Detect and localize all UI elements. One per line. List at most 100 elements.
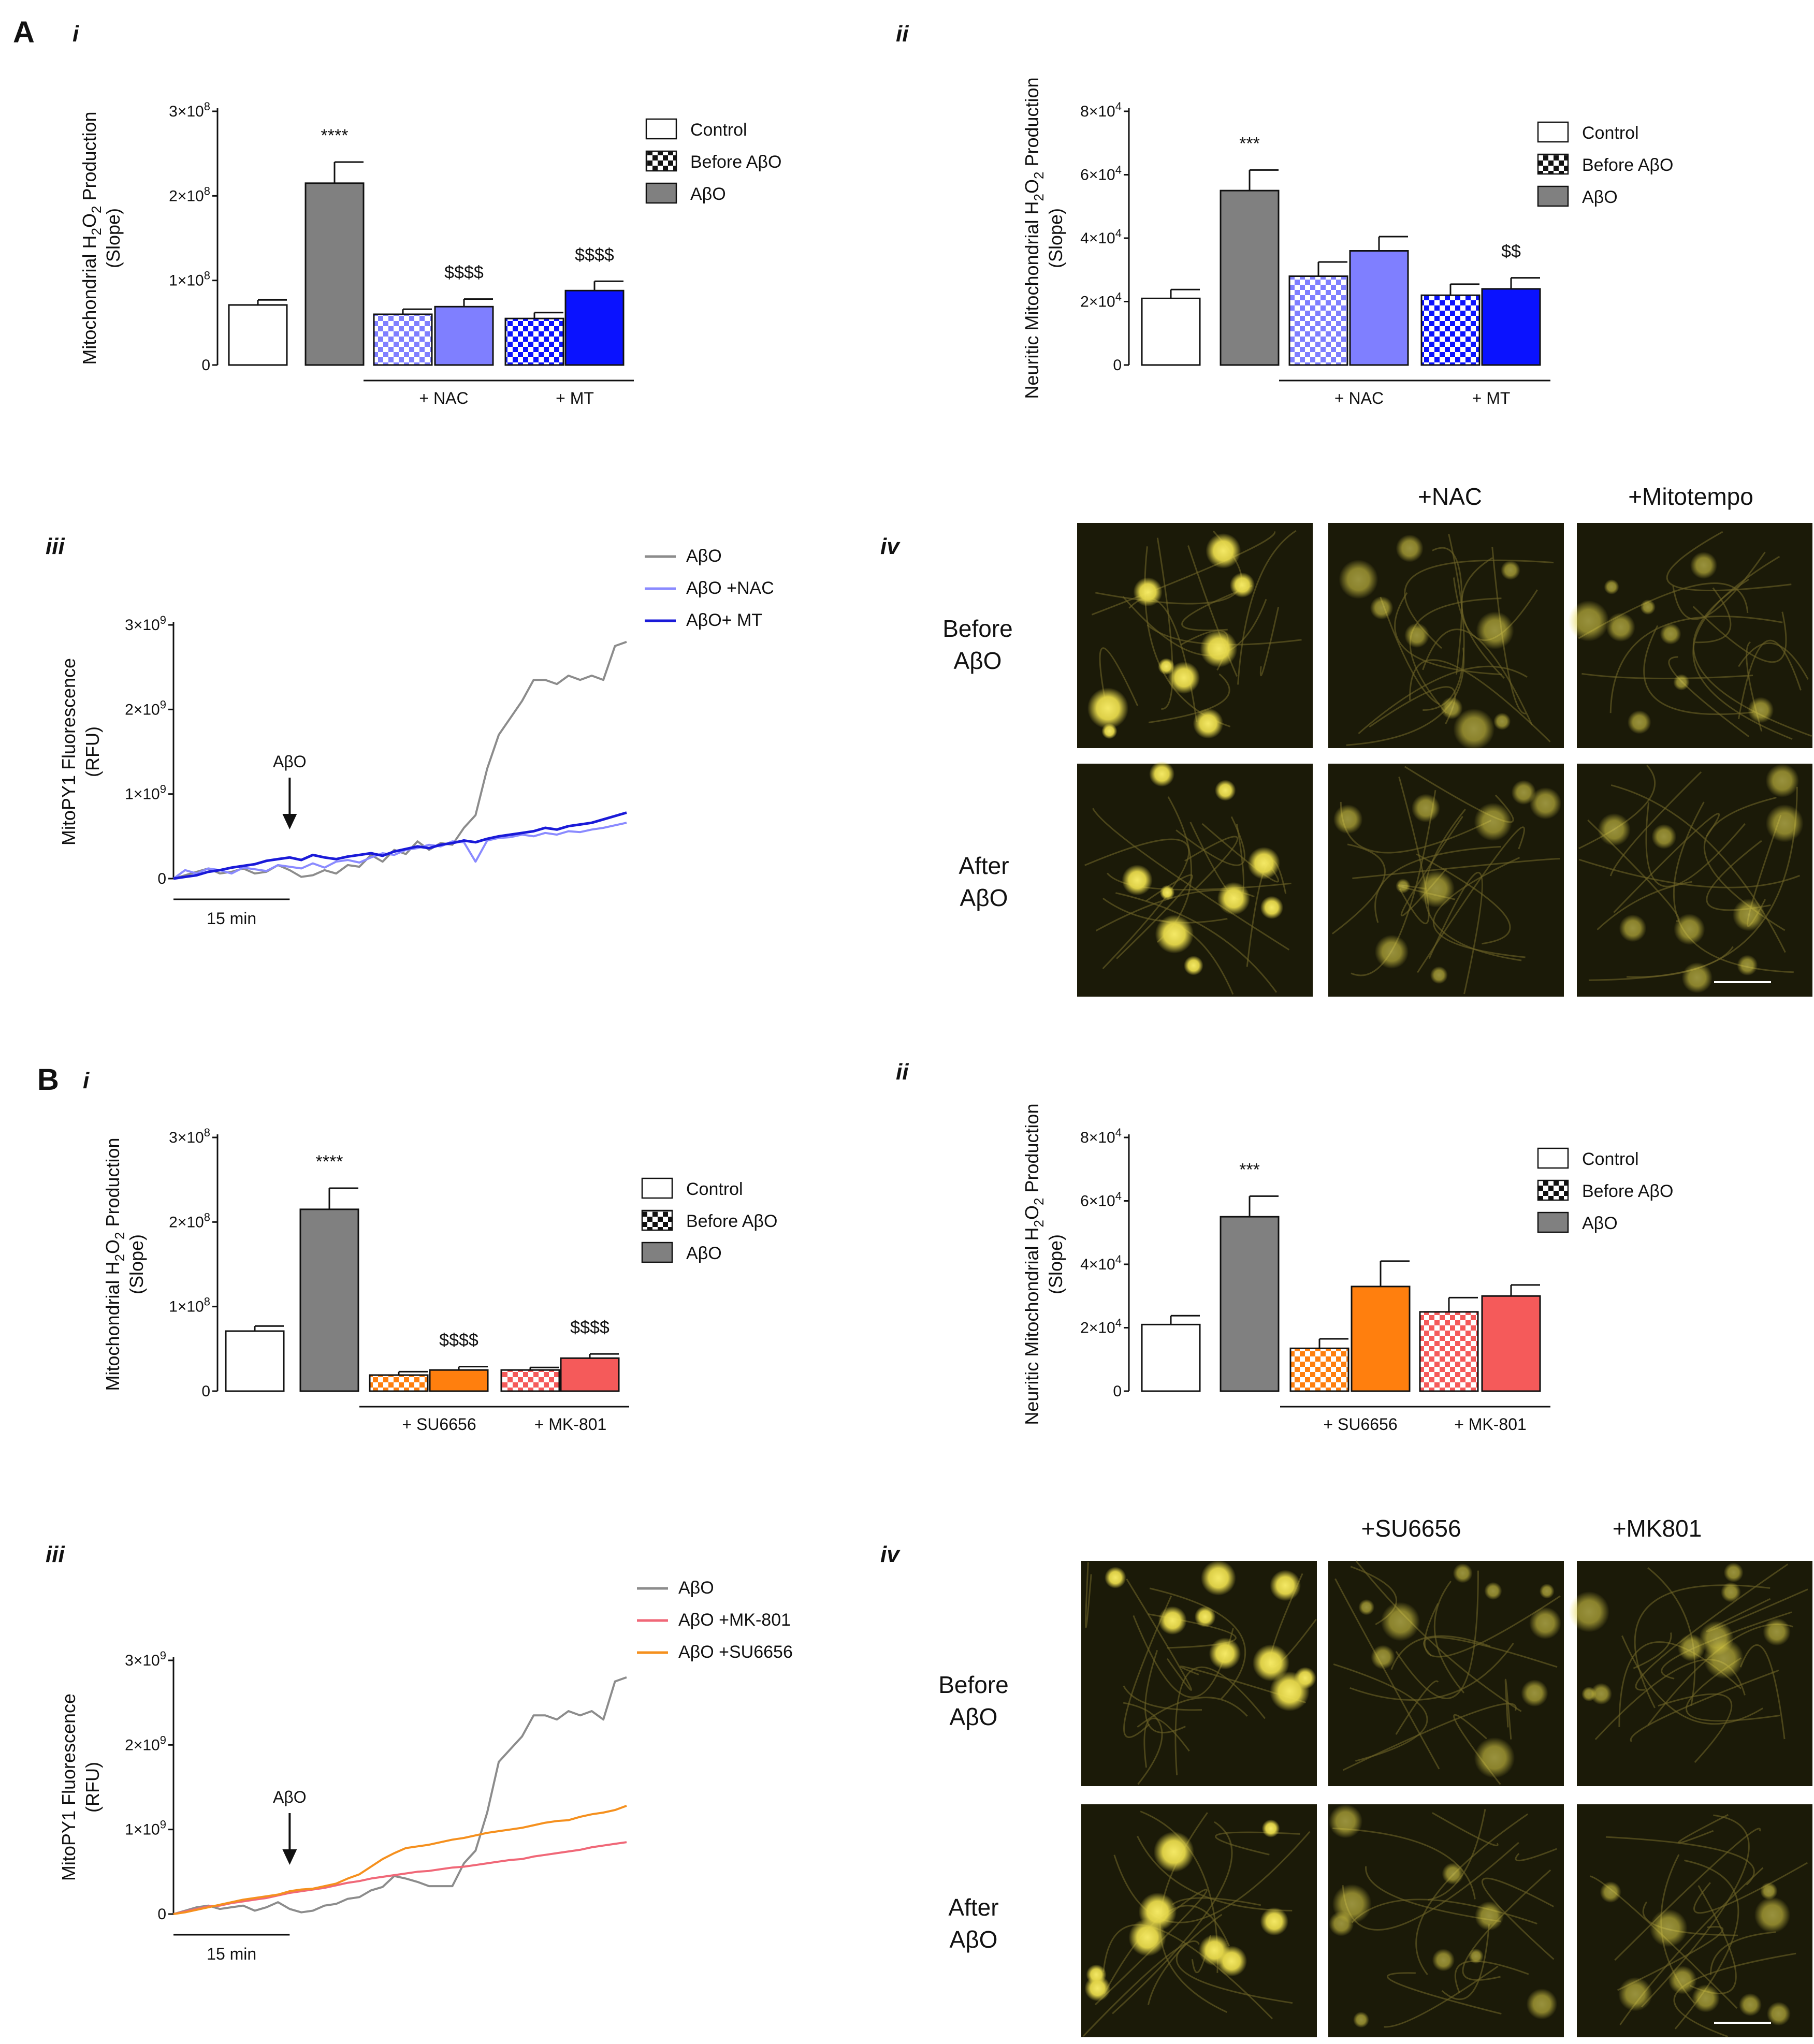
bar	[1481, 1295, 1541, 1392]
bar	[564, 289, 625, 366]
legend-label: Control	[1582, 1149, 1639, 1169]
neurite	[1461, 557, 1505, 679]
neurite	[1333, 1663, 1428, 1762]
y-tick-label-exp: 8	[204, 1126, 210, 1139]
micro-a-row-after-1: After	[959, 852, 1009, 879]
y-axis-label-line2: (Slope)	[103, 208, 124, 268]
legend-label: AβO	[686, 546, 722, 566]
y-tick-label: 6×104	[1080, 1190, 1122, 1210]
y-axis-label-sub2b: 2	[112, 1232, 127, 1239]
cell-soma	[1206, 533, 1241, 569]
neurite	[1491, 547, 1526, 714]
neurite	[1578, 858, 1801, 888]
cell-soma	[1396, 879, 1411, 894]
y-tick-label: 1×108	[169, 1295, 210, 1316]
y-tick-label: 3×109	[125, 1649, 166, 1669]
y-axis-label-line1: Neuritic Mitochondrial H2O2 Production	[1021, 1103, 1047, 1425]
cell-soma	[1649, 1909, 1688, 1947]
bar	[1481, 288, 1541, 366]
neurite	[1181, 585, 1253, 631]
neurite	[1710, 1931, 1776, 1975]
cell-soma	[1087, 688, 1129, 729]
y-axis-label-sub2: 2	[89, 228, 104, 235]
bar	[304, 182, 365, 366]
micro-a-row-before-2: AβO	[954, 647, 1002, 674]
neurite	[1423, 534, 1465, 711]
cell-soma	[1200, 630, 1238, 667]
micrograph-panel	[1081, 1560, 1317, 1786]
legend-label: Before AβO	[686, 1211, 777, 1231]
group-label: + MT	[556, 389, 594, 407]
y-tick-label-exp: 4	[1115, 227, 1122, 240]
neurite	[1424, 809, 1522, 961]
neurite	[1147, 1914, 1223, 2005]
cell-soma	[1328, 1804, 1363, 1838]
cell-soma	[1474, 1737, 1515, 1778]
neurite	[1112, 1821, 1233, 2014]
neurite	[1504, 1678, 1512, 1740]
neurite	[1395, 1680, 1439, 1735]
bar	[434, 305, 494, 366]
y-tick-label-exp: 9	[160, 783, 166, 796]
cell-soma	[1618, 1977, 1652, 2011]
cell-soma	[1371, 1645, 1396, 1670]
y-tick-label-exp: 4	[1115, 1253, 1122, 1266]
neurite	[1658, 1693, 1733, 1763]
y-tick-label-base: 2×10	[125, 701, 160, 718]
y-axis-label-sub2b: 2	[1031, 172, 1047, 179]
cell-soma	[1529, 1607, 1561, 1640]
cell-soma	[1720, 1582, 1741, 1602]
bar	[504, 317, 564, 366]
cell-soma	[1229, 572, 1255, 598]
y-axis-label-sub2: 2	[1031, 1220, 1047, 1227]
cell-soma	[1332, 1884, 1372, 1924]
legend-label: Before AβO	[690, 152, 781, 172]
label-b-iv: iv	[880, 1542, 901, 1567]
neurite	[1174, 1666, 1266, 1776]
y-tick-label-base: 8×10	[1080, 1129, 1115, 1146]
neurite	[1365, 1866, 1501, 1922]
bar	[1349, 250, 1409, 366]
y-tick-label: 0	[201, 1383, 210, 1400]
neurite	[1666, 531, 1792, 592]
y-tick-label-base: 8×10	[1080, 103, 1115, 120]
cell-soma	[1760, 1882, 1778, 1900]
y-tick-label-base: 3×10	[125, 617, 160, 634]
bar	[560, 1357, 620, 1392]
label-a-iii: iii	[46, 534, 65, 559]
micrograph-background	[1577, 764, 1812, 997]
y-tick-label-base: 3×10	[169, 103, 204, 120]
cell-soma	[1737, 955, 1758, 976]
legend-swatch	[1537, 185, 1569, 207]
y-tick-label: 3×108	[169, 1126, 210, 1146]
y-tick-label-exp: 8	[204, 1295, 210, 1308]
cell-soma	[1738, 1993, 1762, 2017]
cell-soma	[1598, 813, 1631, 846]
label-b-ii: ii	[896, 1059, 909, 1085]
cell-soma	[1138, 1892, 1177, 1931]
neurite	[1346, 647, 1465, 746]
significance-label: $$$$	[444, 263, 484, 283]
neurite	[1633, 1632, 1672, 1669]
neurite	[1678, 1814, 1729, 1844]
neurite	[1605, 1836, 1755, 1886]
cell-soma	[1765, 804, 1804, 842]
y-axis-label-prefix: Mitochondrial H	[79, 235, 100, 364]
y-axis-label-suffix: Production	[1021, 1103, 1042, 1198]
micro-a-col-mitotempo: +Mitotempo	[1628, 483, 1753, 510]
y-axis-label-suffix: Production	[79, 111, 100, 206]
neurite	[1409, 659, 1551, 742]
neurite	[1581, 673, 1753, 679]
cell-soma	[1754, 1896, 1791, 1933]
neurite	[1102, 897, 1228, 924]
y-axis-label-prefix: Mitochondrial H	[102, 1261, 123, 1391]
label-b-i: i	[83, 1068, 90, 1093]
micro-b-col-su6656: +SU6656	[1361, 1515, 1461, 1542]
legend: Control Before AβO AβO	[1537, 1147, 1673, 1233]
legend-swatch	[1537, 1211, 1569, 1233]
neurite	[1184, 836, 1239, 890]
y-axis-label-sub2: 2	[112, 1254, 127, 1261]
neurite	[1123, 1685, 1202, 1711]
neurite	[1084, 838, 1190, 970]
